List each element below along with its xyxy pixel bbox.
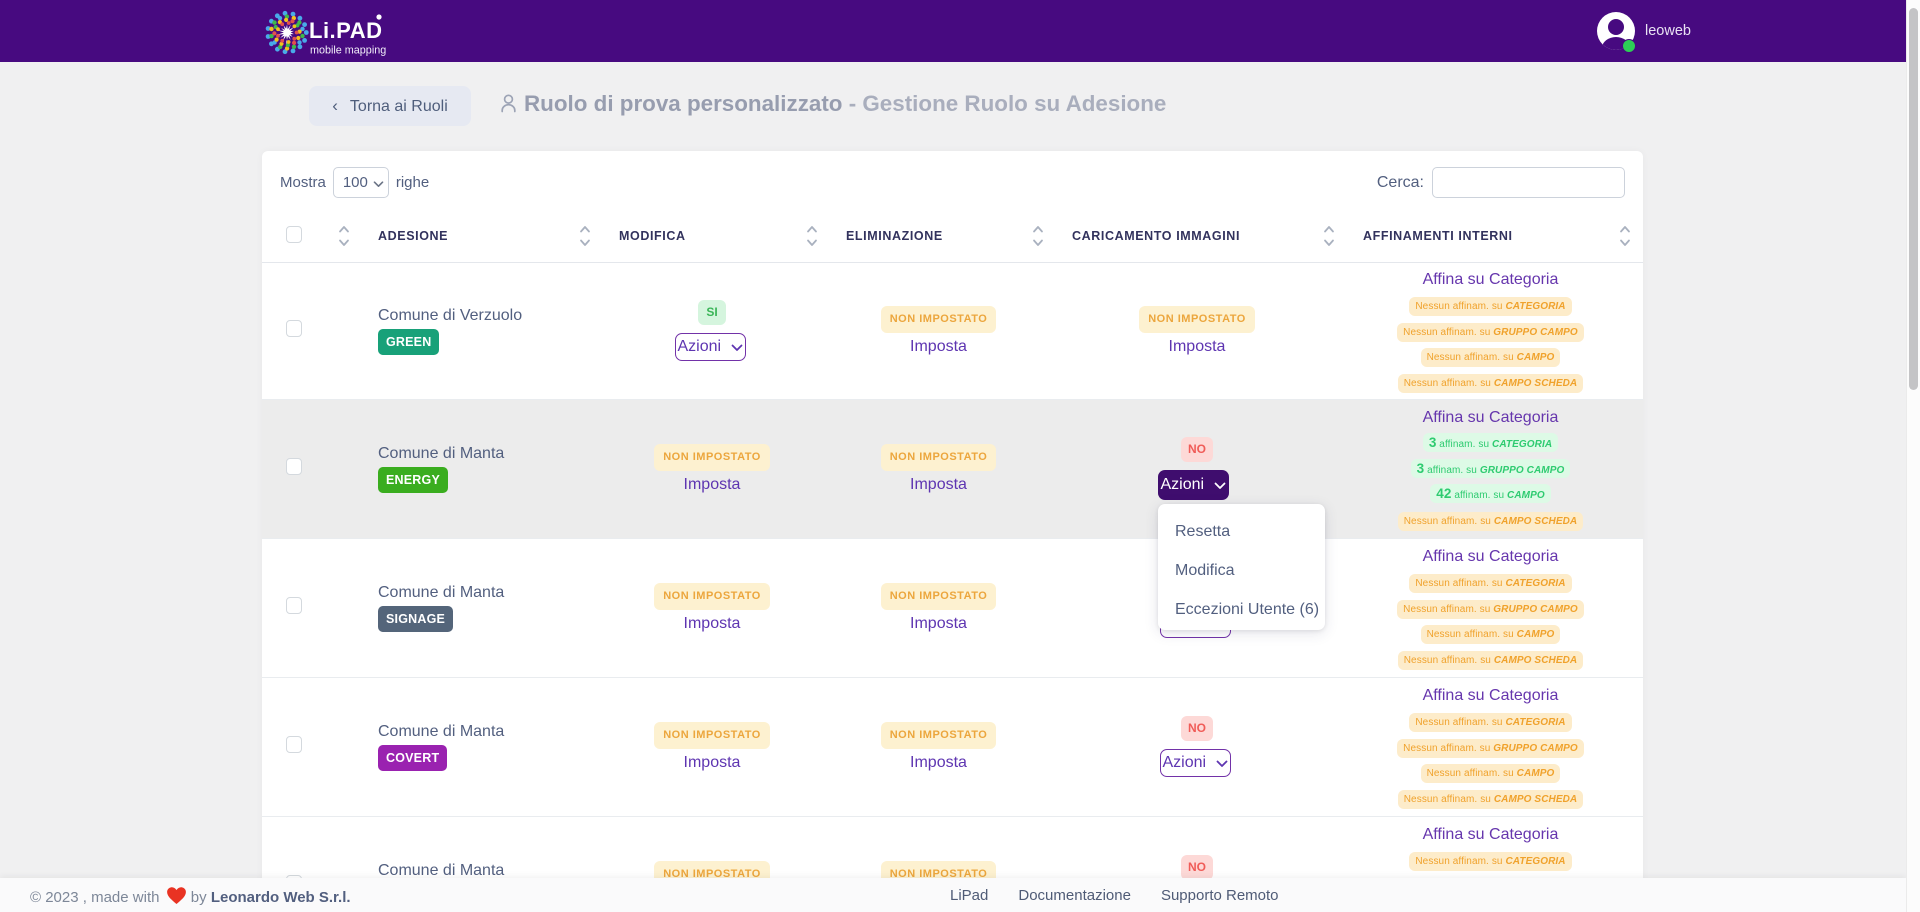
svg-text:mobile mapping: mobile mapping	[310, 45, 386, 57]
svg-text:Li.PAD: Li.PAD	[309, 18, 382, 43]
